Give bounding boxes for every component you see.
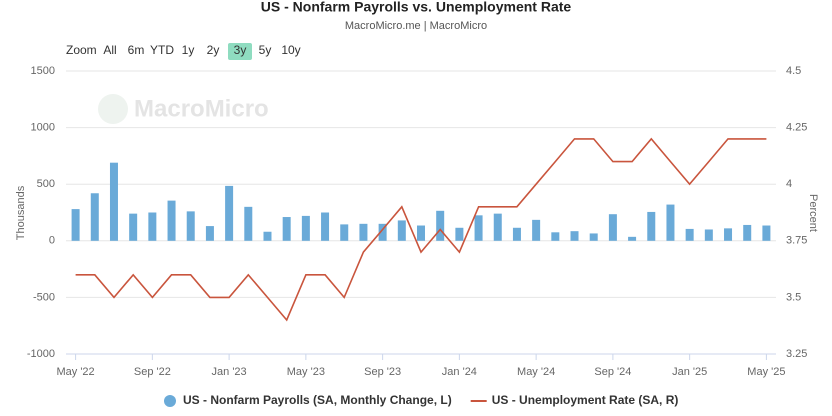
- y2-tick-label: 3.75: [786, 235, 807, 247]
- bar: [762, 225, 771, 241]
- chart-title: US - Nonfarm Payrolls vs. Unemployment R…: [261, 0, 572, 15]
- bar: [417, 225, 425, 241]
- range-button-bg: [228, 43, 252, 60]
- x-tick-label: May '25: [747, 366, 785, 378]
- x-tick-label: Sep '24: [594, 366, 631, 378]
- y-axis-title: Thousands: [15, 185, 27, 240]
- watermark: MacroMicro: [98, 94, 269, 124]
- bar: [321, 212, 330, 241]
- bar: [167, 200, 176, 241]
- bar: [205, 226, 214, 241]
- x-tick-label: Jan '24: [442, 366, 477, 378]
- x-tick-label: Sep '23: [364, 366, 401, 378]
- range-button[interactable]: 6m: [128, 43, 145, 57]
- zoom-label: Zoom: [66, 43, 97, 57]
- bar: [244, 206, 253, 241]
- range-button[interactable]: 2y: [207, 43, 220, 57]
- range-button[interactable]: All: [103, 43, 116, 57]
- bar: [551, 232, 560, 241]
- bar: [666, 204, 675, 241]
- bar: [532, 219, 541, 241]
- y-tick-label: 500: [37, 178, 55, 190]
- y-tick-label: 1000: [31, 122, 55, 134]
- y2-tick-label: 4.25: [786, 122, 807, 134]
- bar: [301, 215, 310, 241]
- y-tick-label: 0: [49, 235, 55, 247]
- range-button[interactable]: 1y: [182, 43, 195, 57]
- bar: [340, 224, 349, 241]
- bar: [436, 210, 445, 241]
- x-tick-label: May '23: [287, 366, 325, 378]
- x-tick-label: Jan '25: [672, 366, 707, 378]
- bar: [90, 193, 99, 241]
- range-button[interactable]: 5y: [259, 43, 272, 57]
- bar: [71, 209, 80, 241]
- bar: [397, 220, 406, 241]
- bar: [589, 233, 598, 241]
- bar: [493, 213, 502, 241]
- legend-item[interactable]: US - Unemployment Rate (SA, R): [470, 393, 679, 407]
- y2-tick-label: 3.25: [786, 348, 807, 360]
- bar: [455, 227, 464, 241]
- range-button[interactable]: 10y: [281, 43, 300, 57]
- bar: [608, 214, 617, 241]
- bar: [129, 213, 138, 241]
- bar: [263, 231, 272, 241]
- watermark-text: MacroMicro: [134, 95, 269, 122]
- range-button[interactable]: 3y: [234, 43, 247, 57]
- bar: [282, 217, 291, 241]
- legend-label: US - Nonfarm Payrolls (SA, Monthly Chang…: [183, 393, 452, 407]
- bar: [685, 228, 694, 241]
- bar: [378, 223, 387, 241]
- x-tick-label: May '24: [517, 366, 555, 378]
- chart-subtitle: MacroMicro.me | MacroMicro: [345, 20, 487, 32]
- y2-tick-label: 3.5: [786, 291, 801, 303]
- y-tick-label: -500: [33, 291, 55, 303]
- bar: [359, 223, 368, 241]
- x-tick-label: Jan '23: [212, 366, 247, 378]
- bar: [743, 224, 752, 241]
- bar: [225, 185, 234, 241]
- y2-tick-label: 4.5: [786, 65, 801, 77]
- y2-axis-title: Percent: [807, 194, 819, 232]
- bar: [704, 229, 713, 241]
- bar: [474, 215, 483, 241]
- watermark-logo: [98, 94, 128, 124]
- x-tick-label: Sep '22: [134, 366, 171, 378]
- y-tick-label: -1000: [27, 348, 55, 360]
- bar: [628, 236, 637, 241]
- range-button[interactable]: YTD: [150, 43, 174, 57]
- bar: [570, 231, 579, 241]
- line: [75, 137, 767, 322]
- bar: [512, 227, 521, 241]
- bar: [186, 211, 195, 241]
- legend-marker: [164, 395, 176, 407]
- x-tick-label: May '22: [57, 366, 95, 378]
- y-tick-label: 1500: [31, 65, 55, 77]
- bar: [148, 212, 157, 241]
- y2-tick-label: 4: [786, 178, 792, 190]
- legend-label: US - Unemployment Rate (SA, R): [492, 393, 679, 407]
- legend-item[interactable]: US - Nonfarm Payrolls (SA, Monthly Chang…: [164, 393, 452, 407]
- bar: [724, 228, 733, 241]
- bar: [647, 211, 656, 241]
- bar: [109, 162, 118, 241]
